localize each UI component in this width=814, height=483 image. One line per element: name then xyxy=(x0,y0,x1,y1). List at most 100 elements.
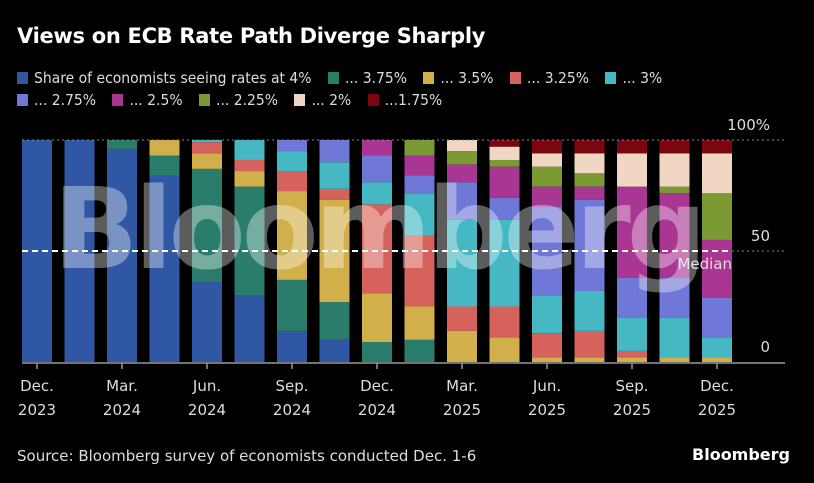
bar-segment xyxy=(532,186,562,207)
bar-segment xyxy=(659,277,690,318)
legend-swatch xyxy=(294,94,306,106)
bar-segment xyxy=(702,239,732,298)
bar-segment xyxy=(404,306,435,340)
bar-segment xyxy=(532,295,562,334)
bar-segment xyxy=(192,142,222,154)
bar-segment xyxy=(659,193,690,278)
x-tick-label: Sep. xyxy=(615,377,648,395)
bar-segment xyxy=(659,140,690,154)
bar-segment xyxy=(319,188,350,200)
y-tick-label: 0 xyxy=(760,338,770,356)
bar-segment xyxy=(447,219,477,307)
y-tick-label: 100% xyxy=(727,116,770,134)
bar-segment xyxy=(192,282,222,362)
bar-segment xyxy=(362,293,392,343)
source-note: Source: Bloomberg survey of economists c… xyxy=(17,447,477,465)
bar-segment xyxy=(702,193,732,240)
legend-label: ... 2.5% xyxy=(129,91,183,109)
legend-item-2: ... 2% xyxy=(294,89,351,111)
y-tick-label: 50 xyxy=(751,227,770,245)
legend-item-3: ... 3% xyxy=(605,67,662,89)
bar-segment xyxy=(234,186,265,296)
bar-segment xyxy=(489,197,520,220)
legend-swatch xyxy=(327,72,339,84)
bar-segment xyxy=(362,342,392,362)
y-axis: 100% 50 0 xyxy=(727,116,770,356)
bar-segment xyxy=(362,204,392,294)
bar-segment xyxy=(617,317,647,351)
bar-segment xyxy=(447,164,477,183)
legend-swatch xyxy=(605,72,617,84)
bar-segment xyxy=(489,306,520,338)
bar-segment xyxy=(447,182,477,220)
bar-segment xyxy=(234,140,265,160)
bar-segment xyxy=(574,290,605,331)
bar-segment xyxy=(702,140,732,154)
bar-segment xyxy=(702,297,732,338)
bar-segment xyxy=(107,148,137,362)
legend-item-2-5: ... 2.5% xyxy=(112,89,183,111)
x-tick-label: Dec. xyxy=(700,377,734,395)
x-tick-label: 2025 xyxy=(698,401,736,419)
legend-row: Share of economists seeing rates at 4% .… xyxy=(17,67,797,89)
x-tick-label: Jun. xyxy=(532,377,561,395)
bar-segment xyxy=(617,186,647,278)
bar-segment xyxy=(617,350,647,358)
x-tick-label: Sep. xyxy=(275,377,308,395)
bar-segment xyxy=(574,330,605,358)
x-tick-label: 2024 xyxy=(103,401,141,419)
bar-segment xyxy=(107,140,137,149)
bar-segment xyxy=(659,317,690,358)
bar-segment xyxy=(362,155,392,183)
watermark: Bloomberg xyxy=(53,165,703,295)
bar-segment xyxy=(574,199,605,291)
legend-item-3-5: ... 3.5% xyxy=(423,67,494,89)
bar-segment xyxy=(702,357,732,362)
x-tick-label: 2024 xyxy=(188,401,226,419)
bar-segment xyxy=(404,140,435,156)
bar-segment xyxy=(149,140,180,156)
bar-segment xyxy=(574,153,605,174)
x-tick-label: Dec. xyxy=(360,377,394,395)
bar-segment xyxy=(277,140,307,152)
bar-segment xyxy=(64,140,95,362)
legend-item-3-75: ... 3.75% xyxy=(327,67,407,89)
bar-segment xyxy=(192,140,222,143)
bar-segment xyxy=(447,151,477,165)
bar-segment xyxy=(319,140,350,163)
x-tick-label: 2024 xyxy=(273,401,311,419)
bar-segment xyxy=(234,295,265,362)
bar-segment xyxy=(489,159,520,167)
legend-label: ... 2.25% xyxy=(216,91,279,109)
bar-segment xyxy=(574,173,605,187)
legend-label: ... 3.5% xyxy=(440,69,494,87)
bar-segment xyxy=(319,339,350,362)
legend-item-4: Share of economists seeing rates at 4% xyxy=(17,67,312,89)
bar-segment xyxy=(404,235,435,307)
bar-segment xyxy=(447,306,477,331)
legend-item-2-75: ... 2.75% xyxy=(17,89,96,111)
bar-segment xyxy=(617,140,647,154)
bar-segment xyxy=(489,337,520,362)
bar-segment xyxy=(574,357,605,362)
legend: Share of economists seeing rates at 4% .… xyxy=(17,67,797,111)
x-tick-label: Mar. xyxy=(106,377,138,395)
bar-segment xyxy=(489,140,520,147)
bar-segment xyxy=(277,330,307,362)
bar-segment xyxy=(149,175,180,362)
bar-segment xyxy=(404,193,435,236)
x-axis: Dec. 2023 Mar. 2024 Jun. 2024 Sep. 2024 Dec. 2024… xyxy=(18,362,785,419)
bar-segment xyxy=(574,140,605,154)
bar-segment xyxy=(447,330,477,362)
bar-segment xyxy=(192,168,222,283)
x-tick-label: 2023 xyxy=(18,401,56,419)
grid-group: Median xyxy=(22,139,785,273)
bar-segment xyxy=(659,153,690,187)
legend-swatch xyxy=(510,72,521,84)
bar-segment xyxy=(362,140,392,156)
bar-segment xyxy=(617,153,647,187)
bar-segment xyxy=(532,140,562,154)
bar-segment xyxy=(532,153,562,167)
bar-segment xyxy=(659,186,690,194)
